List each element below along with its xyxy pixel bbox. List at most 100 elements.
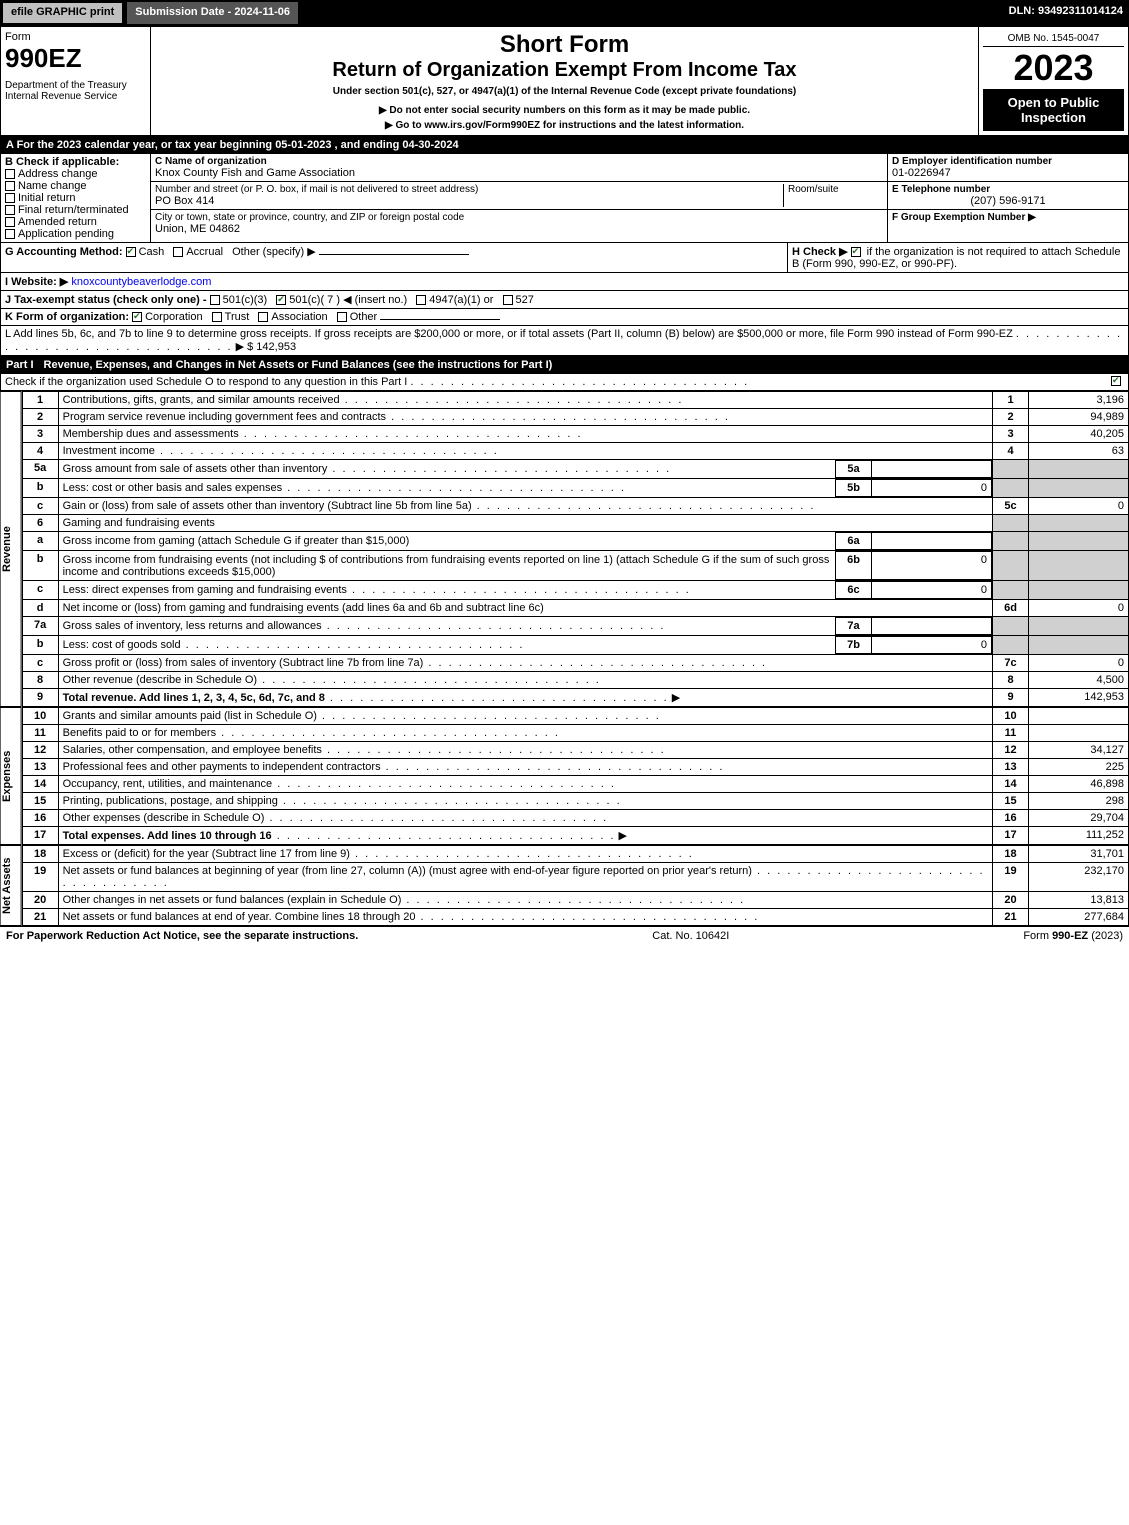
line4-text: Investment income [58,443,992,460]
line11-amt [1029,725,1129,742]
line11-text: Benefits paid to or for members [58,725,992,742]
line17-text: Total expenses. Add lines 10 through 16 … [58,827,992,845]
final-return-checkbox[interactable] [5,205,15,215]
final-return-label: Final return/terminated [18,204,129,216]
netassets-section: Net Assets 18Excess or (deficit) for the… [0,845,1129,926]
dept-label: Department of the Treasury [5,80,146,91]
telephone: (207) 596-9171 [892,195,1124,207]
c-city-label: City or town, state or province, country… [155,212,883,223]
line10-text: Grants and similar amounts paid (list in… [58,708,992,725]
l-arrow: ▶ $ [236,341,254,353]
line10-amt [1029,708,1129,725]
527-checkbox[interactable] [503,295,513,305]
expenses-table: 10Grants and similar amounts paid (list … [22,707,1129,845]
line6a-text: Gross income from gaming (attach Schedul… [59,533,836,550]
line7a-amt [872,618,992,635]
line7c-text: Gross profit or (loss) from sales of inv… [58,655,992,672]
line16-text: Other expenses (describe in Schedule O) [58,810,992,827]
line5b-text: Less: cost or other basis and sales expe… [59,480,836,497]
netassets-table: 18Excess or (deficit) for the year (Subt… [22,845,1129,926]
addr-change-checkbox[interactable] [5,169,15,179]
trust-checkbox[interactable] [212,312,222,322]
f-label: F Group Exemption Number ▶ [892,212,1124,223]
footer-left: For Paperwork Reduction Act Notice, see … [6,930,358,942]
line6d-text: Net income or (loss) from gaming and fun… [58,600,992,617]
line6c-amt: 0 [872,582,992,599]
part1-heading: Revenue, Expenses, and Changes in Net As… [44,359,553,371]
line21-amt: 277,684 [1029,909,1129,926]
accrual-label: Accrual [186,246,223,258]
line21-text: Net assets or fund balances at end of ye… [58,909,992,926]
line5a-text: Gross amount from sale of assets other t… [59,461,836,478]
dln: DLN: 93492311014124 [1003,0,1129,26]
revenue-section: Revenue 1Contributions, gifts, grants, a… [0,391,1129,707]
room-label: Room/suite [788,184,883,195]
street: PO Box 414 [155,195,783,207]
line5b-amt: 0 [872,480,992,497]
irs-label: Internal Revenue Service [5,91,146,102]
i-label: I Website: ▶ [5,276,68,288]
section-k-row: K Form of organization: Corporation Trus… [0,309,1129,326]
line14-amt: 46,898 [1029,776,1129,793]
goto-link[interactable]: ▶ Go to www.irs.gov/Form990EZ for instru… [155,120,974,131]
line9-amt: 142,953 [1029,689,1129,707]
app-pending-checkbox[interactable] [5,229,15,239]
part1-label: Part I [6,359,44,371]
other-label: Other (specify) ▶ [232,246,316,258]
initial-return-checkbox[interactable] [5,193,15,203]
corp-label: Corporation [145,311,202,323]
scho-checkbox[interactable] [1111,376,1121,386]
org-name: Knox County Fish and Game Association [155,167,883,179]
501c-checkbox[interactable] [276,295,286,305]
line6a-amt [872,533,992,550]
revenue-sidelabel: Revenue [0,391,22,707]
line20-text: Other changes in net assets or fund bala… [58,892,992,909]
line9-text: Total revenue. Add lines 1, 2, 3, 4, 5c,… [58,689,992,707]
website-link[interactable]: knoxcountybeaverlodge.com [71,276,211,288]
accrual-checkbox[interactable] [173,247,183,257]
corp-checkbox[interactable] [132,312,142,322]
assoc-label: Association [271,311,327,323]
footer-mid: Cat. No. 10642I [652,930,729,942]
cash-label: Cash [139,246,165,258]
line15-text: Printing, publications, postage, and shi… [58,793,992,810]
other-org-checkbox[interactable] [337,312,347,322]
line20-amt: 13,813 [1029,892,1129,909]
line17-amt: 111,252 [1029,827,1129,845]
ein: 01-0226947 [892,167,1124,179]
name-change-checkbox[interactable] [5,181,15,191]
line7a-text: Gross sales of inventory, less returns a… [59,618,836,635]
section-a: A For the 2023 calendar year, or tax yea… [0,136,1129,154]
line19-amt: 232,170 [1029,863,1129,892]
line6b-amt: 0 [872,552,992,580]
amended-checkbox[interactable] [5,217,15,227]
cash-checkbox[interactable] [126,247,136,257]
l-text: L Add lines 5b, 6c, and 7b to line 9 to … [5,328,1013,340]
footer-right: Form 990-EZ (2023) [1023,930,1123,942]
line13-amt: 225 [1029,759,1129,776]
line16-amt: 29,704 [1029,810,1129,827]
d-label: D Employer identification number [892,156,1124,167]
line1-text: Contributions, gifts, grants, and simila… [58,392,992,409]
501c3-checkbox[interactable] [210,295,220,305]
section-j-row: J Tax-exempt status (check only one) - 5… [0,291,1129,309]
form-header: Form 990EZ Department of the Treasury In… [0,26,1129,136]
j-label: J Tax-exempt status (check only one) - [5,294,207,306]
tax-year: 2023 [983,47,1124,89]
section-i-row: I Website: ▶ knoxcountybeaverlodge.com [0,273,1129,291]
line3-amt: 40,205 [1029,426,1129,443]
line6-text: Gaming and fundraising events [58,515,992,532]
h-checkbox[interactable] [851,247,861,257]
501c-label: 501(c)( 7 ) ◀ (insert no.) [289,294,407,306]
efile-print-button[interactable]: efile GRAPHIC print [2,2,123,24]
4947-checkbox[interactable] [416,295,426,305]
short-form-title: Short Form [155,31,974,59]
form-number: 990EZ [5,43,146,74]
expenses-section: Expenses 10Grants and similar amounts pa… [0,707,1129,845]
section-bcdef-row: B Check if applicable: Address change Na… [0,154,1129,243]
line8-text: Other revenue (describe in Schedule O) [58,672,992,689]
assoc-checkbox[interactable] [258,312,268,322]
501c3-label: 501(c)(3) [223,294,268,306]
line14-text: Occupancy, rent, utilities, and maintena… [58,776,992,793]
c-street-label: Number and street (or P. O. box, if mail… [155,184,783,195]
